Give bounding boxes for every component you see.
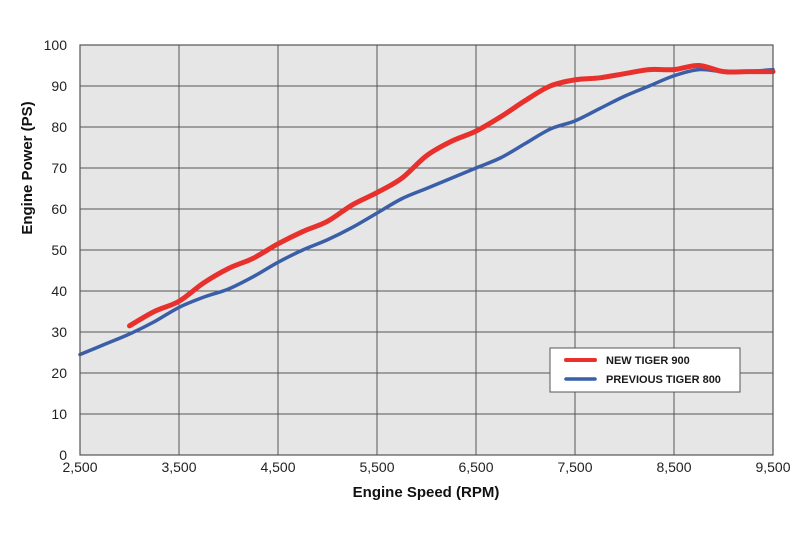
- y-tick-label: 30: [51, 324, 67, 340]
- y-tick-label: 60: [51, 201, 67, 217]
- x-tick-label: 3,500: [161, 459, 196, 475]
- y-tick-label: 70: [51, 160, 67, 176]
- x-tick-label: 5,500: [359, 459, 394, 475]
- x-axis-title: Engine Speed (RPM): [353, 484, 500, 501]
- x-tick-label: 9,500: [755, 459, 790, 475]
- legend-box: [549, 347, 741, 393]
- x-tick-label: 4,500: [260, 459, 295, 475]
- legend-label-previous-tiger-800: PREVIOUS TIGER 800: [606, 374, 721, 386]
- x-tick-label: 6,500: [458, 459, 493, 475]
- tick-labels: 2,500 3,500 4,500 5,500 6,500 7,500 8,500 9,500…: [44, 37, 791, 475]
- y-tick-label: 90: [51, 78, 67, 94]
- legend: NEW TIGER 900 PREVIOUS TIGER 800: [549, 347, 741, 393]
- y-tick-label: 100: [44, 37, 68, 53]
- legend-label-new-tiger-900: NEW TIGER 900: [606, 355, 690, 367]
- y-tick-label: 50: [51, 242, 67, 258]
- x-tick-label: 2,500: [62, 459, 97, 475]
- x-tick-label: 7,500: [557, 459, 592, 475]
- y-axis-title: Engine Power (PS): [19, 101, 36, 234]
- y-tick-label: 10: [51, 406, 67, 422]
- grid: [80, 45, 773, 455]
- series-lines: [78, 62, 776, 357]
- series-line-new-tiger-900: [127, 62, 776, 329]
- y-tick-label: 80: [51, 119, 67, 135]
- x-tick-label: 8,500: [656, 459, 691, 475]
- series-line-previous-tiger-800: [78, 67, 775, 357]
- y-tick-label: 20: [51, 365, 67, 381]
- y-tick-label: 0: [59, 447, 67, 463]
- y-tick-label: 40: [51, 283, 67, 299]
- plot-border: [79, 44, 774, 456]
